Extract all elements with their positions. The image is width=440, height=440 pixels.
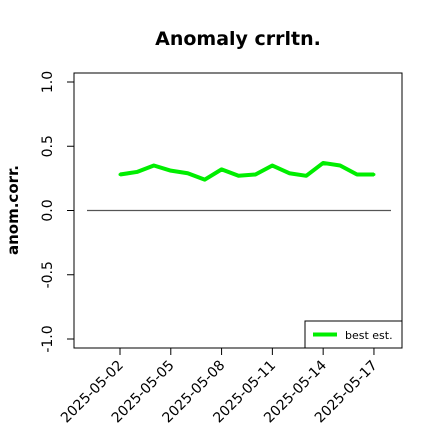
data-point	[304, 174, 308, 178]
data-point	[270, 164, 274, 168]
data-point	[321, 161, 325, 165]
data-point	[253, 173, 257, 177]
y-tick-label: 1.0	[40, 71, 56, 93]
series-layer	[118, 160, 376, 182]
y-tick-label: -1.0	[40, 325, 56, 352]
y-tick-label: 0.0	[40, 199, 56, 221]
series-line	[119, 160, 374, 182]
data-point	[237, 174, 241, 178]
data-point	[338, 164, 342, 168]
data-point	[152, 164, 156, 168]
y-tick-label: -0.5	[40, 261, 56, 288]
chart-title: Anomaly crrltn.	[155, 28, 321, 50]
plot-frame	[73, 72, 403, 349]
x-axis-ticks: 2025-05-022025-05-052025-05-082025-05-11…	[58, 348, 381, 426]
y-tick-label: 0.5	[40, 135, 56, 157]
data-point	[220, 167, 224, 171]
data-point	[186, 171, 190, 175]
data-point	[135, 170, 139, 174]
y-axis-ticks: -1.0 -0.5 0.0 0.5 1.0	[40, 71, 74, 353]
y-axis-label: anom.corr.	[4, 165, 22, 255]
legend: best est.	[304, 320, 403, 349]
legend-label: best est.	[345, 329, 393, 342]
data-point	[169, 169, 173, 173]
data-point	[118, 173, 122, 177]
data-point	[203, 178, 207, 182]
data-point	[372, 173, 376, 177]
data-point	[287, 171, 291, 175]
data-point	[355, 173, 359, 177]
